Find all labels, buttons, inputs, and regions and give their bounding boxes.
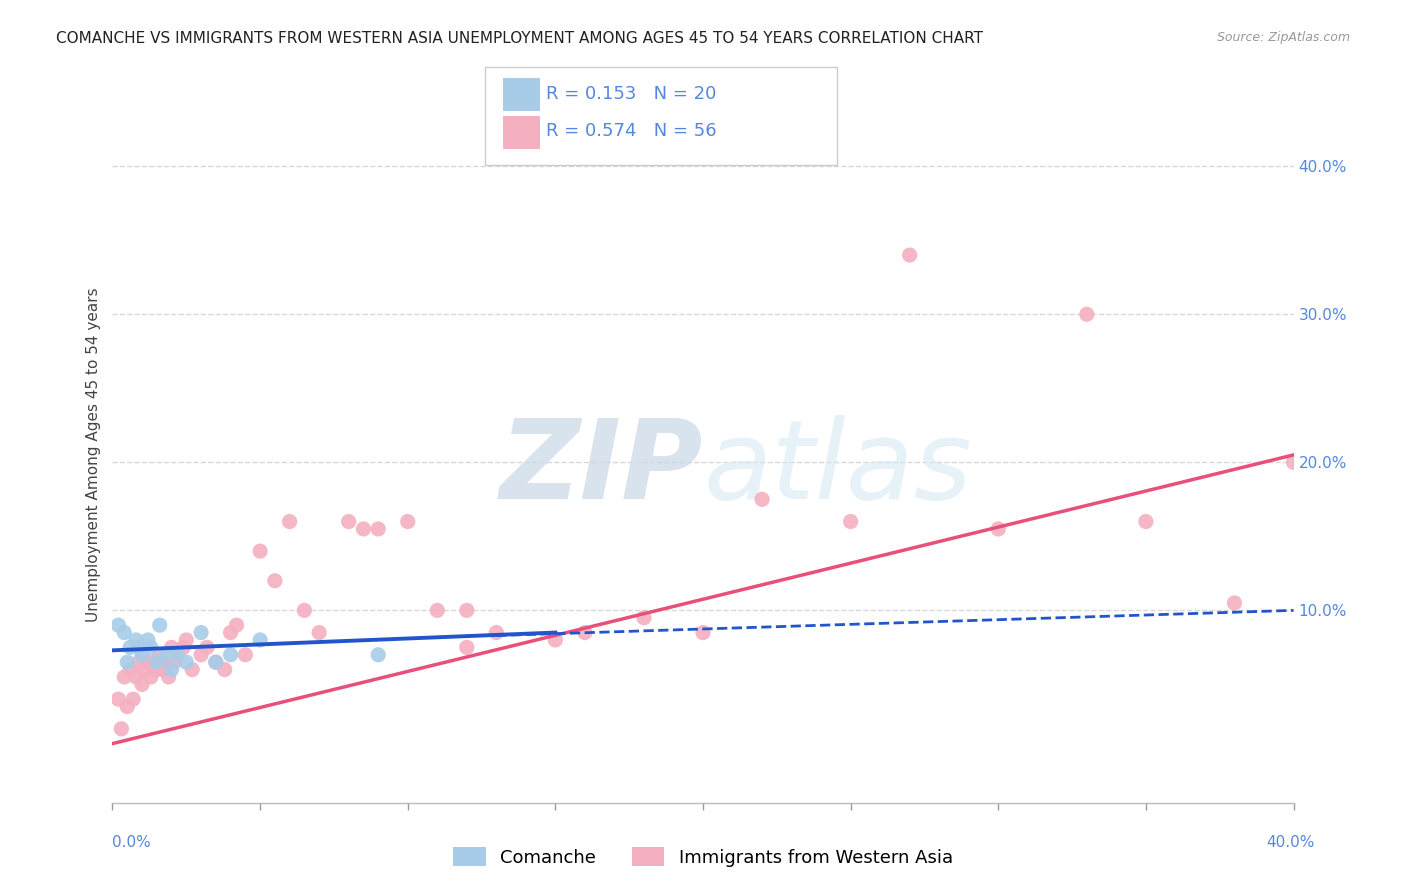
Text: Source: ZipAtlas.com: Source: ZipAtlas.com bbox=[1216, 31, 1350, 45]
Point bbox=[544, 632, 567, 647]
Point bbox=[131, 648, 153, 662]
Point bbox=[898, 248, 921, 262]
Point bbox=[155, 655, 177, 669]
Point bbox=[633, 611, 655, 625]
Point bbox=[131, 677, 153, 691]
Point bbox=[205, 655, 228, 669]
Point bbox=[134, 663, 156, 677]
Point bbox=[456, 640, 478, 655]
Point bbox=[181, 663, 204, 677]
Point bbox=[190, 625, 212, 640]
Text: 40.0%: 40.0% bbox=[1267, 836, 1315, 850]
Text: atlas: atlas bbox=[703, 416, 972, 523]
Point bbox=[1076, 307, 1098, 321]
Point bbox=[249, 544, 271, 558]
Point bbox=[112, 670, 135, 684]
Legend: Comanche, Immigrants from Western Asia: Comanche, Immigrants from Western Asia bbox=[446, 840, 960, 874]
Text: COMANCHE VS IMMIGRANTS FROM WESTERN ASIA UNEMPLOYMENT AMONG AGES 45 TO 54 YEARS : COMANCHE VS IMMIGRANTS FROM WESTERN ASIA… bbox=[56, 31, 983, 46]
Point bbox=[426, 603, 449, 617]
Point bbox=[107, 692, 129, 706]
Point bbox=[110, 722, 132, 736]
Point bbox=[174, 655, 197, 669]
Y-axis label: Unemployment Among Ages 45 to 54 years: Unemployment Among Ages 45 to 54 years bbox=[86, 287, 101, 623]
Point bbox=[155, 648, 177, 662]
Point bbox=[163, 655, 186, 669]
Point bbox=[149, 618, 172, 632]
Point bbox=[352, 522, 374, 536]
Point bbox=[574, 625, 596, 640]
Point bbox=[751, 492, 773, 507]
Point bbox=[139, 640, 162, 655]
Point bbox=[214, 663, 236, 677]
Point bbox=[278, 515, 301, 529]
Point bbox=[264, 574, 287, 588]
Point bbox=[152, 663, 174, 677]
Point bbox=[125, 670, 148, 684]
Point bbox=[139, 670, 162, 684]
Point bbox=[205, 655, 228, 669]
Point bbox=[692, 625, 714, 640]
Point bbox=[292, 603, 315, 617]
Point bbox=[136, 632, 159, 647]
Point bbox=[157, 670, 180, 684]
Point bbox=[1135, 515, 1157, 529]
Point bbox=[149, 648, 172, 662]
Point bbox=[1282, 455, 1305, 469]
Text: ZIP: ZIP bbox=[499, 416, 703, 523]
Point bbox=[367, 648, 389, 662]
Point bbox=[166, 648, 188, 662]
Point bbox=[174, 632, 197, 647]
Point bbox=[112, 625, 135, 640]
Point bbox=[107, 618, 129, 632]
Point bbox=[128, 655, 150, 669]
Point bbox=[160, 663, 183, 677]
Point bbox=[136, 655, 159, 669]
Point bbox=[225, 618, 247, 632]
Point bbox=[195, 640, 218, 655]
Point bbox=[337, 515, 360, 529]
Point bbox=[120, 640, 142, 655]
Point bbox=[219, 625, 242, 640]
Point bbox=[396, 515, 419, 529]
Point bbox=[219, 648, 242, 662]
Point bbox=[142, 655, 165, 669]
Point bbox=[987, 522, 1010, 536]
Point bbox=[146, 655, 169, 669]
Point bbox=[125, 632, 148, 647]
Point bbox=[166, 648, 188, 662]
Point bbox=[485, 625, 508, 640]
Point bbox=[1223, 596, 1246, 610]
Text: R = 0.153   N = 20: R = 0.153 N = 20 bbox=[546, 85, 716, 103]
Point bbox=[456, 603, 478, 617]
Point bbox=[308, 625, 330, 640]
Point bbox=[367, 522, 389, 536]
Point bbox=[249, 632, 271, 647]
Point bbox=[233, 648, 256, 662]
Point bbox=[839, 515, 862, 529]
Point bbox=[117, 699, 138, 714]
Point bbox=[172, 640, 194, 655]
Point bbox=[120, 663, 142, 677]
Point bbox=[160, 640, 183, 655]
Point bbox=[117, 655, 138, 669]
Point bbox=[146, 663, 169, 677]
Text: 0.0%: 0.0% bbox=[112, 836, 152, 850]
Text: R = 0.574   N = 56: R = 0.574 N = 56 bbox=[546, 122, 716, 140]
Point bbox=[128, 640, 150, 655]
Point bbox=[122, 692, 145, 706]
Point bbox=[190, 648, 212, 662]
